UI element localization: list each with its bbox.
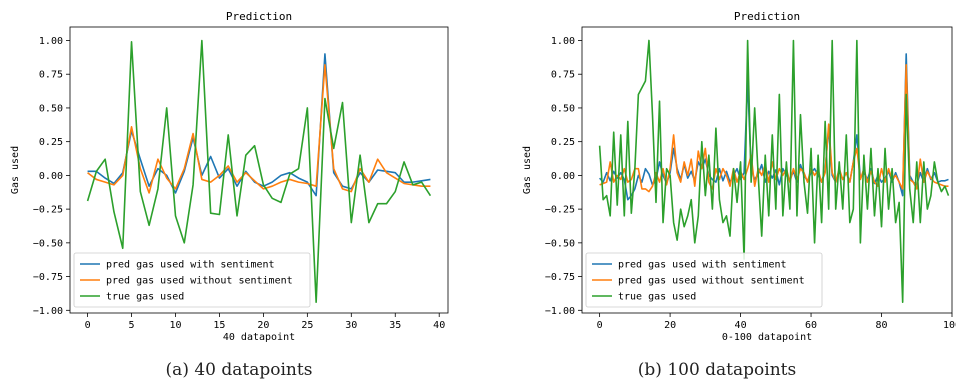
x-tick-label: 25 xyxy=(301,320,313,331)
y-tick-label: 1.00 xyxy=(551,36,575,47)
x-tick-label: 5 xyxy=(129,320,135,331)
x-tick-label: 35 xyxy=(389,320,401,331)
y-tick-label: −1.00 xyxy=(545,306,575,317)
x-tick-label: 0 xyxy=(85,320,91,331)
series-line-2 xyxy=(598,39,950,304)
y-tick-label: −0.75 xyxy=(545,272,575,283)
caption-40-datapoints: (a) 40 datapoints xyxy=(165,360,313,380)
y-tick-label: 0.25 xyxy=(39,137,63,148)
y-axis-label: Gas used xyxy=(522,146,533,194)
y-tick-label: 0.75 xyxy=(39,70,63,81)
y-tick-label: −0.50 xyxy=(545,238,575,249)
chart-title: Prediction xyxy=(734,10,800,23)
chart-100-datapoints: 0 20 40 60 80 100 −1.00 −0.75 −0.50 −0.25 0.00 0.25… xyxy=(522,10,956,343)
x-tick-label: 0 xyxy=(597,320,603,331)
legend-label-2: true gas used xyxy=(106,292,184,303)
x-axis-label: 40 datapoint xyxy=(223,332,295,343)
series-line-2 xyxy=(86,39,432,304)
x-tick-label: 20 xyxy=(257,320,269,331)
x-tick-label: 30 xyxy=(345,320,357,331)
y-tick-label: 0.00 xyxy=(39,171,63,182)
legend-box xyxy=(585,252,823,308)
y-tick-label: 0.25 xyxy=(551,137,575,148)
legend-label-0: pred gas used with sentiment xyxy=(618,260,787,271)
x-tick-label: 40 xyxy=(735,320,747,331)
y-axis-label: Gas used xyxy=(10,146,21,194)
x-tick-label: 80 xyxy=(876,320,888,331)
x-tick-label: 60 xyxy=(805,320,817,331)
x-tick-label: 20 xyxy=(664,320,676,331)
y-tick-label: 0.50 xyxy=(551,103,575,114)
axes-frame xyxy=(69,26,449,314)
x-tick-label: 15 xyxy=(213,320,225,331)
chart-title: Prediction xyxy=(226,10,292,23)
y-tick-label: 0.75 xyxy=(551,70,575,81)
caption-100-datapoints: (b) 100 datapoints xyxy=(637,360,797,380)
y-tick-label: −0.25 xyxy=(33,205,63,216)
y-tick-label: −0.50 xyxy=(33,238,63,249)
y-tick-label: −1.00 xyxy=(33,306,63,317)
y-tick-label: 0.50 xyxy=(39,103,63,114)
x-tick-label: 10 xyxy=(169,320,181,331)
axes-frame xyxy=(581,26,953,314)
y-tick-label: 0.00 xyxy=(551,171,575,182)
x-tick-label: 100 xyxy=(943,320,956,331)
y-tick-label: −0.25 xyxy=(545,205,575,216)
series-line-1 xyxy=(87,63,431,194)
legend-label-0: pred gas used with sentiment xyxy=(106,260,275,271)
chart-40-datapoints: 0 5 10 15 20 25 30 35 40 −1.00 −0.75 −0.50 −0.25 0.00… xyxy=(10,10,449,343)
x-axis-label: 0-100 datapoint xyxy=(722,332,812,343)
legend-label-2: true gas used xyxy=(618,292,696,303)
x-tick-label: 40 xyxy=(433,320,445,331)
y-tick-label: −0.75 xyxy=(33,272,63,283)
legend-box xyxy=(73,252,311,308)
y-tick-label: 1.00 xyxy=(39,36,63,47)
legend-label-1: pred gas used without sentiment xyxy=(618,276,805,287)
legend-label-1: pred gas used without sentiment xyxy=(106,276,293,287)
